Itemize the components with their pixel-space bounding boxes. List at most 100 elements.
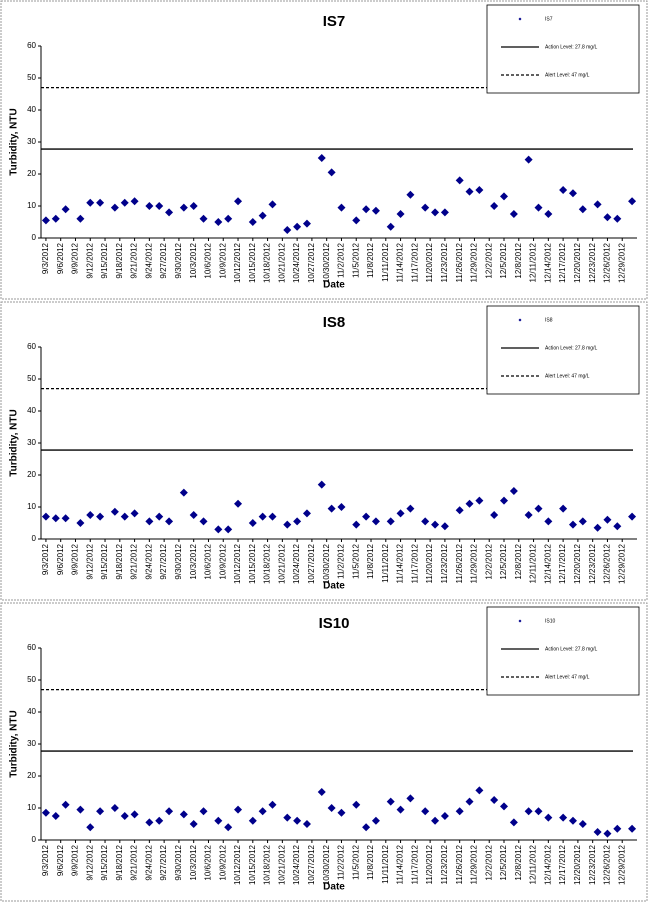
data-point (130, 810, 139, 819)
data-point (234, 499, 243, 508)
x-tick-label: 9/6/2012 (56, 844, 65, 876)
data-point (96, 198, 105, 207)
x-tick-label: 12/20/2012 (573, 844, 582, 885)
y-tick-label: 40 (27, 406, 36, 415)
y-tick-label: 10 (27, 502, 36, 511)
x-tick-label: 9/3/2012 (41, 844, 50, 876)
x-tick-label: 10/9/2012 (218, 543, 227, 579)
data-point (120, 512, 129, 521)
chart-panel: IS10 Date Turbidity, NTU 0 10 20 30 40 50 60 9/3/2… (0, 602, 648, 902)
data-point (352, 520, 361, 529)
x-tick-label: 10/15/2012 (248, 844, 257, 885)
data-point (268, 200, 277, 209)
legend-label: IS7 (545, 16, 553, 22)
y-tick-label: 60 (27, 643, 36, 652)
data-point (120, 198, 129, 207)
data-point (214, 816, 223, 825)
data-point (568, 189, 577, 198)
x-tick-label: 12/17/2012 (558, 242, 567, 283)
data-point (96, 512, 105, 521)
x-tick-label: 9/15/2012 (100, 543, 109, 579)
data-point (258, 807, 267, 816)
legend-marker (518, 318, 522, 322)
y-tick-label: 20 (27, 470, 36, 479)
panel-border (0, 602, 648, 902)
x-tick-label: 10/21/2012 (277, 844, 286, 885)
x-tick-label: 12/29/2012 (617, 543, 626, 584)
x-tick-label: 9/30/2012 (174, 242, 183, 278)
data-point (145, 202, 154, 210)
data-point (76, 805, 85, 814)
x-tick-label: 12/2/2012 (484, 844, 493, 880)
data-point (455, 176, 464, 185)
data-point (248, 218, 257, 226)
data-point (440, 812, 449, 820)
data-point (293, 222, 302, 231)
x-tick-label: 12/29/2012 (617, 844, 626, 885)
x-tick-label: 12/11/2012 (529, 844, 538, 884)
x-tick-label: 10/24/2012 (292, 242, 301, 283)
legend-box (486, 606, 640, 696)
x-tick-label: 9/21/2012 (130, 543, 139, 579)
data-point (145, 517, 154, 526)
x-tick-label: 9/24/2012 (144, 543, 153, 579)
x-tick-label: 10/30/2012 (322, 844, 331, 885)
x-tick-label: 10/21/2012 (277, 242, 286, 283)
legend-box (486, 4, 640, 94)
x-tick-label: 11/2/2012 (337, 242, 346, 278)
x-tick-label: 12/5/2012 (499, 242, 508, 278)
x-tick-label: 10/6/2012 (204, 844, 213, 880)
data-point (51, 514, 60, 523)
x-tick-label: 10/12/2012 (233, 844, 242, 885)
x-tick-label: 10/3/2012 (189, 543, 198, 579)
data-point (224, 525, 233, 534)
data-point (317, 154, 326, 162)
data-point (431, 520, 440, 529)
x-tick-label: 12/8/2012 (514, 242, 523, 278)
data-point (603, 515, 612, 524)
x-tick-label: 10/18/2012 (263, 242, 272, 283)
x-tick-label: 9/9/2012 (71, 242, 80, 274)
data-point (179, 488, 188, 497)
x-tick-label: 12/2/2012 (484, 543, 493, 579)
x-tick-label: 10/15/2012 (248, 242, 257, 283)
data-point (509, 487, 518, 495)
x-tick-label: 9/24/2012 (144, 844, 153, 880)
x-tick-label: 9/21/2012 (130, 844, 139, 880)
x-tick-label: 10/18/2012 (263, 844, 272, 885)
x-tick-label: 9/30/2012 (174, 543, 183, 579)
data-point (396, 509, 405, 518)
data-point (214, 525, 223, 534)
data-point (578, 820, 587, 828)
data-point (155, 816, 164, 825)
data-point (337, 808, 346, 817)
legend-marker (518, 619, 522, 623)
x-tick-label: 11/29/2012 (470, 844, 479, 884)
data-point (524, 807, 533, 816)
data-point (568, 520, 577, 529)
data-point (362, 823, 371, 832)
x-axis-label: Date (323, 581, 345, 592)
data-point (490, 511, 499, 519)
data-point (500, 496, 509, 505)
x-tick-label: 11/5/2012 (351, 844, 360, 880)
data-point (179, 810, 188, 819)
data-point (603, 829, 612, 838)
x-tick-label: 12/26/2012 (603, 844, 612, 885)
x-tick-label: 10/15/2012 (248, 543, 257, 584)
data-point (327, 804, 336, 812)
x-tick-label: 10/30/2012 (322, 543, 331, 584)
x-tick-label: 10/24/2012 (292, 844, 301, 885)
x-tick-label: 11/14/2012 (396, 242, 405, 282)
y-tick-label: 60 (27, 41, 36, 50)
x-tick-label: 12/23/2012 (588, 242, 597, 283)
x-tick-label: 9/9/2012 (71, 844, 80, 876)
x-tick-label: 10/3/2012 (189, 242, 198, 278)
x-tick-label: 11/20/2012 (425, 844, 434, 884)
x-tick-label: 12/5/2012 (499, 844, 508, 880)
x-tick-label: 11/23/2012 (440, 844, 449, 884)
data-point (465, 187, 474, 196)
x-tick-label: 11/26/2012 (455, 844, 464, 884)
y-tick-label: 50 (27, 374, 36, 383)
legend-label: Action Level: 27.8 mg/L (545, 44, 597, 50)
